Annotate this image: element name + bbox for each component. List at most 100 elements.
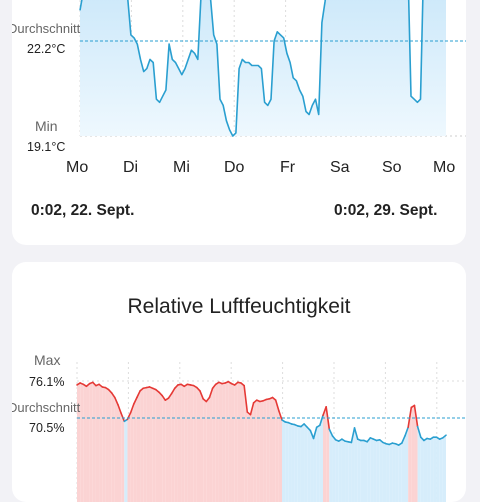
humidity-area-segment	[140, 388, 143, 502]
humidity-area-segment	[121, 413, 124, 502]
humidity-area-segment	[273, 398, 276, 502]
humidity-area-segment	[96, 384, 99, 502]
humidity-area-segment	[209, 388, 212, 502]
humidity-area-segment	[235, 382, 238, 502]
humidity-area-segment	[396, 444, 399, 502]
humidity-area-segment	[109, 390, 112, 502]
humidity-area-segment	[342, 439, 345, 502]
humidity-area-segment	[172, 388, 175, 502]
humidity-area-segment	[206, 398, 209, 502]
humidity-card: Relative Luftfeuchtigkeit Max 76.1% Durc…	[12, 262, 466, 502]
humidity-area-segment	[115, 398, 118, 502]
humidity-area-segment	[392, 443, 395, 502]
x-tick-do: Do	[224, 159, 244, 177]
range-start: 0:02, 22. Sept.	[31, 202, 134, 220]
temp-average-label: Durchschnitt	[12, 21, 80, 36]
humidity-area-segment	[156, 390, 159, 502]
humidity-area-segment	[276, 400, 279, 502]
humidity-area-segment	[282, 420, 285, 502]
humidity-area-segment	[153, 388, 156, 502]
humidity-area-segment	[222, 383, 225, 502]
humidity-area-segment	[427, 438, 430, 502]
x-tick-mo-end: Mo	[433, 159, 455, 177]
humidity-area-segment	[310, 431, 313, 502]
x-tick-di: Di	[123, 159, 138, 177]
humidity-area-segment	[127, 413, 130, 502]
humidity-area-segment	[304, 424, 307, 502]
humidity-area-segment	[266, 399, 269, 502]
humidity-area-segment	[238, 382, 241, 502]
humidity-area-segment	[291, 424, 294, 502]
humidity-area-segment	[187, 384, 190, 502]
humidity-area-segment	[389, 443, 392, 502]
humidity-area-segment	[298, 426, 301, 502]
hum-average-label: Durchschnitt	[12, 400, 80, 415]
humidity-area-segment	[358, 439, 361, 502]
humidity-area-segment	[150, 387, 153, 502]
humidity-area-segment	[367, 438, 370, 502]
humidity-area-segment	[194, 386, 197, 502]
humidity-area-segment	[131, 404, 134, 502]
hum-average-value: 70.5%	[29, 421, 64, 435]
humidity-area-segment	[361, 440, 364, 502]
humidity-area-segment	[380, 440, 383, 502]
humidity-area-segment	[405, 427, 408, 502]
x-tick-so: So	[382, 159, 402, 177]
humidity-area-segment	[228, 382, 231, 502]
humidity-area-segment	[247, 412, 250, 502]
humidity-area-segment	[345, 441, 348, 502]
humidity-area-segment	[437, 437, 440, 502]
x-tick-mo: Mo	[66, 159, 88, 177]
humidity-area-segment	[137, 391, 140, 502]
humidity-area-segment	[178, 384, 181, 502]
humidity-area-segment	[112, 393, 115, 502]
x-tick-fr: Fr	[280, 159, 295, 177]
humidity-area-segment	[80, 383, 83, 502]
humidity-area-segment	[307, 427, 310, 502]
hum-max-label: Max	[34, 352, 60, 368]
humidity-area-segment	[83, 384, 86, 502]
humidity-area-segment	[433, 437, 436, 502]
humidity-area-segment	[285, 422, 288, 502]
humidity-area-segment	[216, 382, 219, 502]
humidity-area-segment	[320, 415, 323, 502]
humidity-area-segment	[184, 384, 187, 502]
humidity-area-segment	[260, 401, 263, 502]
humidity-area-segment	[336, 440, 339, 502]
humidity-chart[interactable]	[12, 262, 466, 502]
humidity-area-segment	[143, 388, 146, 502]
humidity-area-segment	[377, 440, 380, 502]
humidity-area-segment	[175, 385, 178, 502]
humidity-area-segment	[168, 394, 171, 502]
humidity-area-segment	[279, 411, 282, 502]
x-tick-mi: Mi	[173, 159, 190, 177]
humidity-area-segment	[329, 429, 332, 502]
humidity-area-segment	[105, 388, 108, 502]
humidity-area-segment	[99, 384, 102, 502]
humidity-area-segment	[430, 437, 433, 502]
humidity-area-segment	[102, 387, 105, 502]
humidity-area-segment	[443, 435, 446, 502]
humidity-area-segment	[90, 382, 93, 502]
humidity-area-segment	[263, 400, 266, 502]
humidity-area-segment	[181, 384, 184, 502]
humidity-area-segment	[288, 423, 291, 502]
humidity-area-segment	[124, 419, 127, 502]
humidity-area-segment	[86, 384, 89, 502]
humidity-area-segment	[421, 437, 424, 502]
humidity-area-segment	[402, 436, 405, 502]
temperature-card: Durchschnitt 22.2°C Min 19.1°C Mo Di Mi …	[12, 0, 466, 245]
humidity-area-segment	[301, 424, 304, 502]
humidity-area-segment	[383, 442, 386, 502]
humidity-area-segment	[424, 438, 427, 502]
humidity-area-segment	[323, 407, 326, 502]
humidity-area-segment	[411, 405, 414, 502]
temp-min-label: Min	[35, 118, 58, 134]
humidity-area-segment	[317, 425, 320, 502]
humidity-area-segment	[225, 382, 228, 502]
humidity-area-segment	[440, 438, 443, 502]
humidity-area-segment	[191, 385, 194, 502]
x-tick-sa: Sa	[330, 159, 350, 177]
humidity-area-segment	[269, 398, 272, 502]
humidity-area-segment	[364, 440, 367, 502]
